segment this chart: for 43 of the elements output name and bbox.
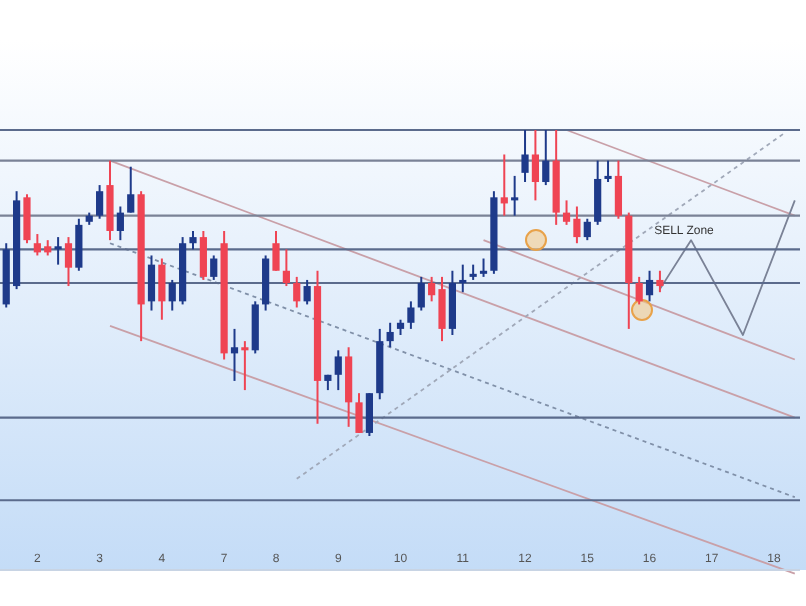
candlestick (158, 257, 166, 321)
candlestick (23, 193, 31, 245)
candlestick (583, 217, 591, 242)
candlestick (210, 254, 218, 281)
candlestick (656, 269, 664, 294)
candlestick (147, 254, 156, 312)
candlestick (96, 184, 104, 220)
candlestick (594, 159, 602, 226)
candlestick (417, 275, 425, 312)
candlestick (334, 349, 342, 392)
candlestick (199, 229, 207, 281)
candlestick (448, 269, 456, 337)
candlestick (251, 300, 259, 355)
candlestick (521, 129, 529, 184)
candlestick (511, 174, 519, 217)
candlestick (262, 254, 270, 312)
candlestick (54, 236, 62, 266)
candlestick (407, 300, 415, 330)
candlestick (116, 205, 124, 242)
candlestick (459, 263, 467, 294)
candlestick (282, 248, 290, 288)
candlestick (614, 159, 623, 220)
candlestick (293, 275, 301, 309)
candlestick (303, 278, 311, 306)
candlestick (127, 165, 135, 214)
candlestick (500, 153, 508, 217)
candlestick (106, 159, 114, 242)
candlestick (604, 159, 612, 184)
candlestick (241, 340, 249, 392)
candlestick (272, 229, 280, 272)
candlestick (386, 321, 394, 349)
candlestick (531, 129, 540, 202)
candlestick (479, 257, 488, 278)
candlestick (75, 217, 83, 272)
candlestick (345, 346, 353, 428)
candlestick (230, 327, 239, 382)
candlestick (355, 392, 363, 434)
candlestick (189, 229, 197, 251)
candlestick (645, 269, 654, 303)
candlestick (542, 129, 550, 187)
candlestick (365, 392, 373, 437)
candlestick (635, 275, 643, 306)
candlestick (64, 236, 73, 288)
